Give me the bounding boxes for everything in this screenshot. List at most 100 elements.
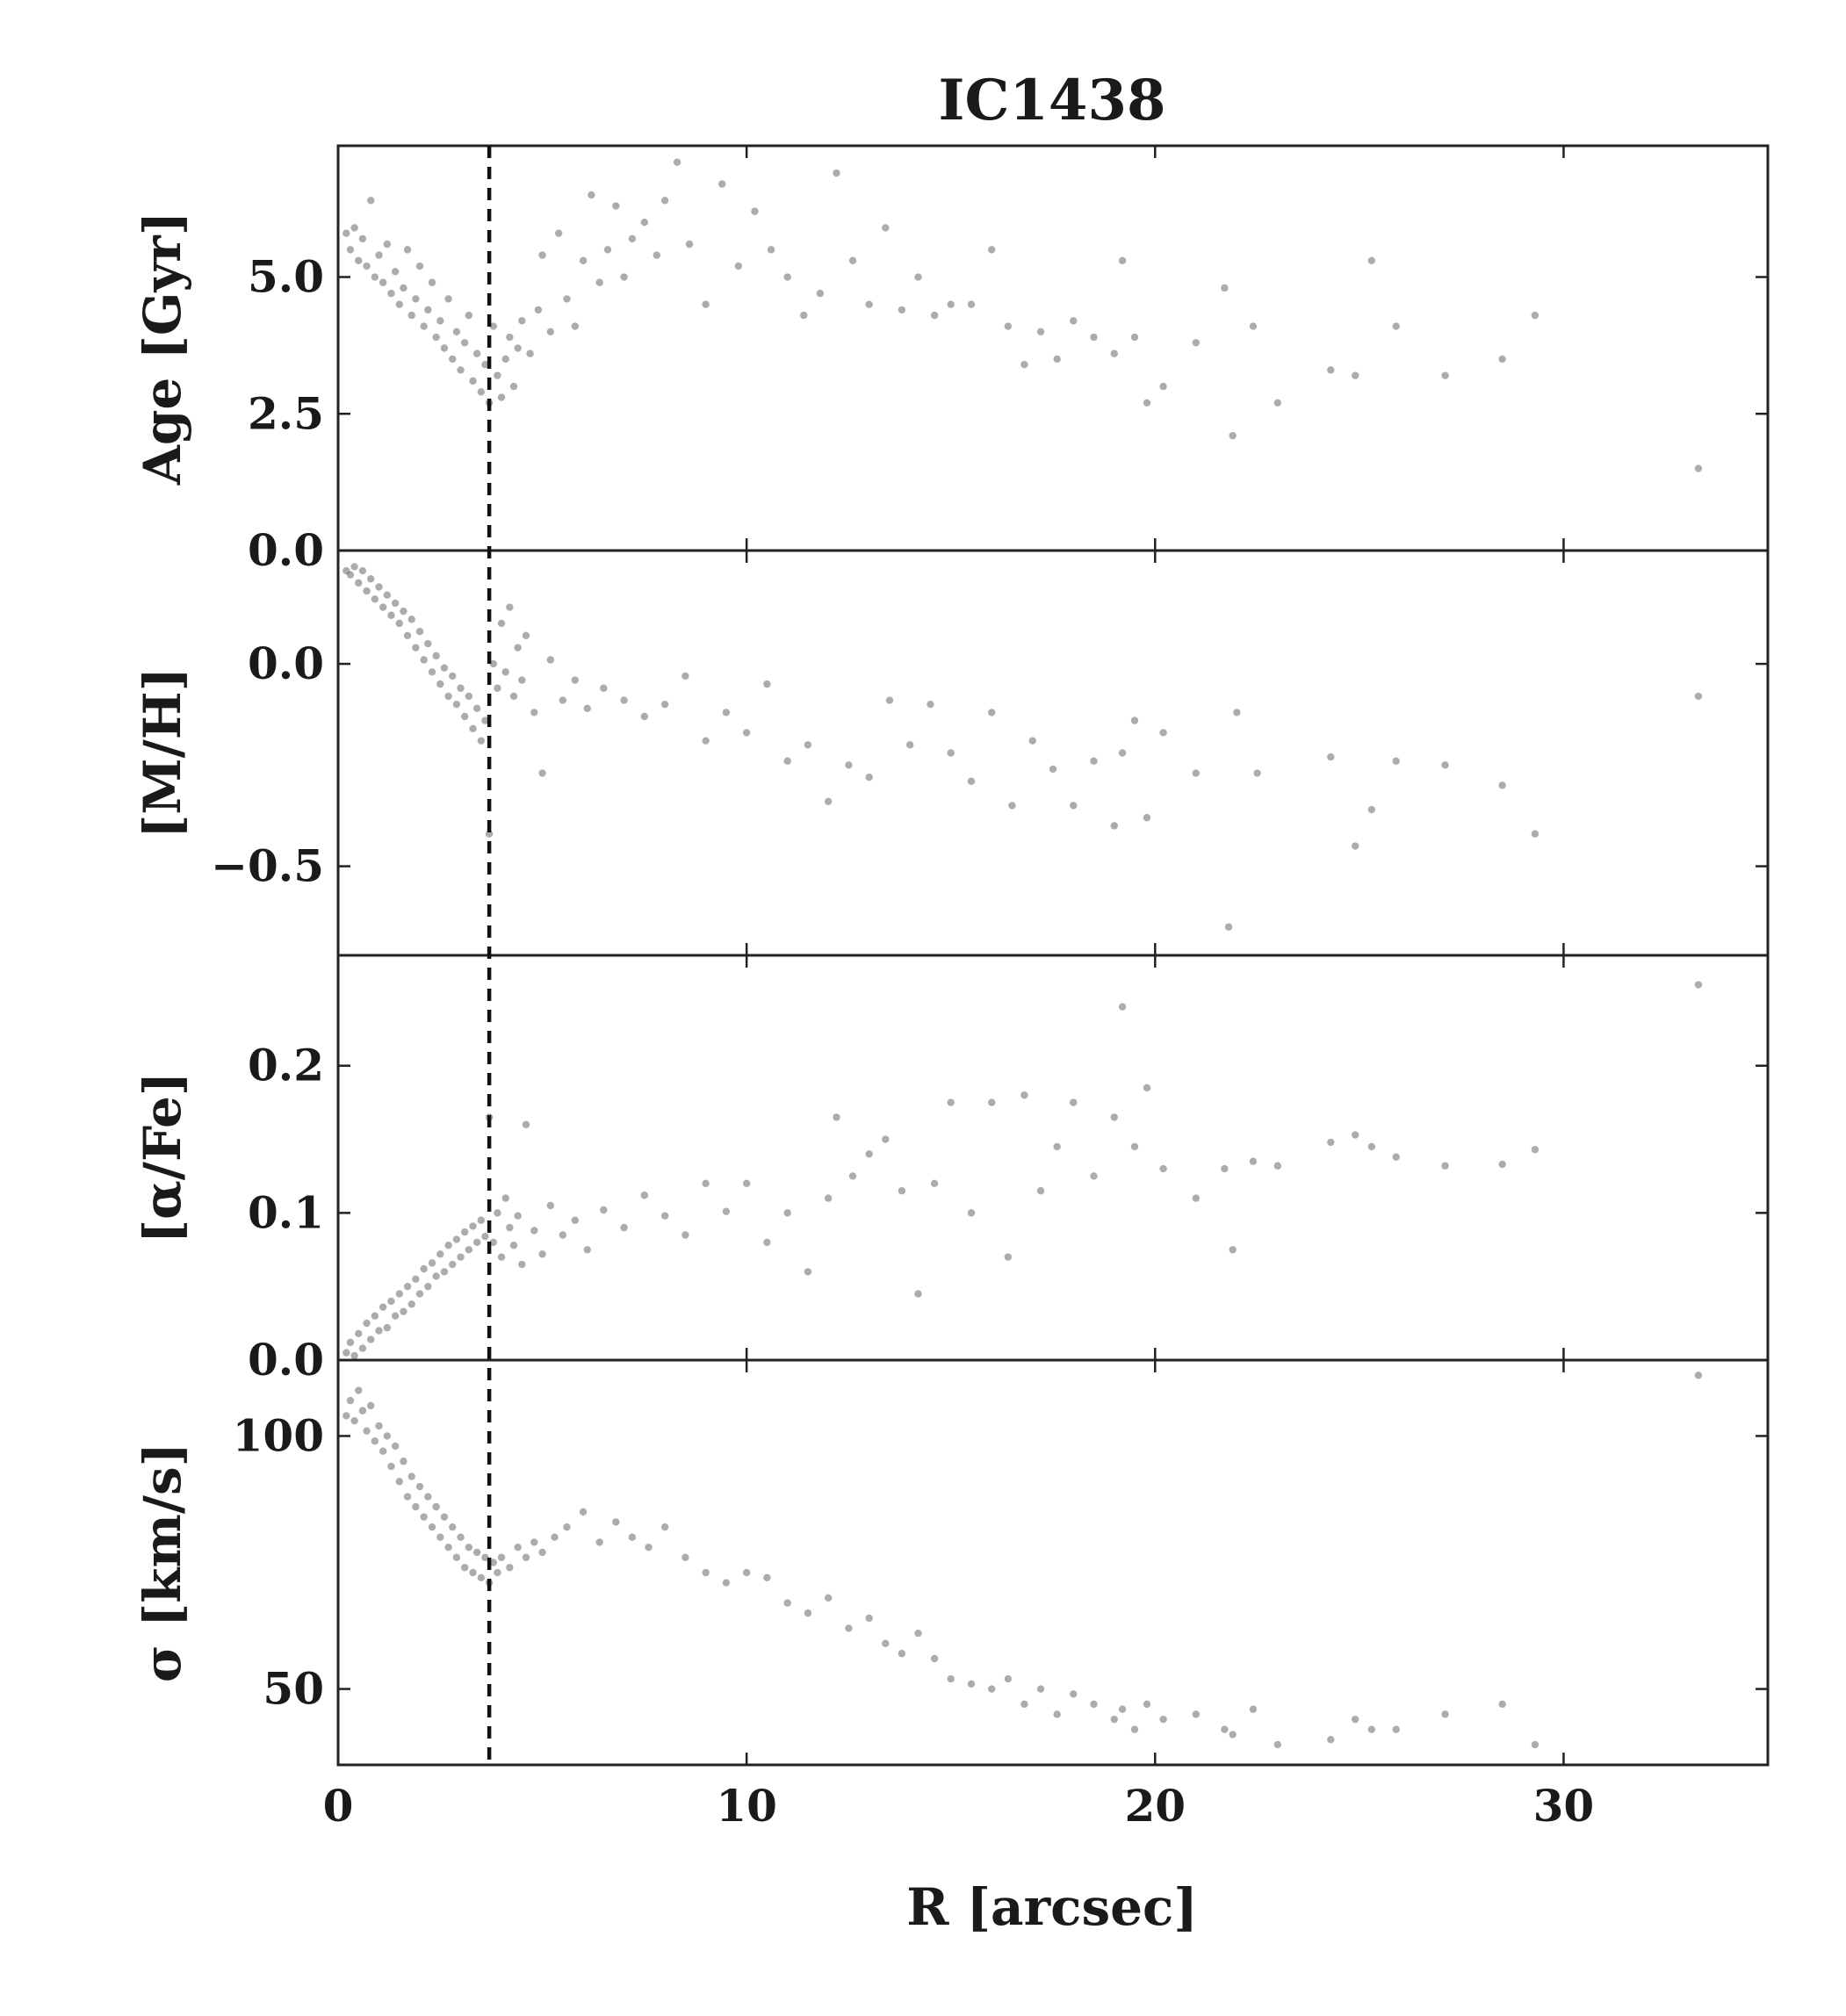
data-point-afe — [514, 1212, 522, 1220]
x-tick-label: 0 — [323, 1780, 354, 1832]
data-point-afe — [346, 1338, 355, 1347]
data-point-sigma — [350, 1416, 358, 1425]
data-point-sigma — [763, 1573, 771, 1581]
data-point-sigma — [1392, 1725, 1400, 1733]
data-point-sigma — [1367, 1725, 1376, 1733]
data-point-age — [497, 393, 506, 401]
data-point-mh — [424, 639, 432, 648]
panel-age: 0.0 2.5 5.0 Age [Gyr] — [133, 144, 1770, 576]
data-point-mh — [481, 716, 489, 724]
data-point-afe — [1441, 1162, 1449, 1170]
data-point-mh — [420, 656, 428, 664]
data-point-age — [367, 197, 375, 205]
data-point-afe — [375, 1327, 383, 1335]
data-point-mh — [824, 797, 833, 806]
data-point-age — [685, 240, 694, 248]
data-point-sigma — [420, 1513, 428, 1521]
data-point-afe — [947, 1098, 955, 1106]
data-point-age — [660, 197, 669, 205]
data-point-mh — [440, 664, 449, 672]
data-point-mh — [444, 692, 452, 701]
data-point-mh — [967, 777, 976, 785]
data-point-age — [424, 306, 432, 314]
data-point-afe — [930, 1179, 939, 1188]
data-point-sigma — [444, 1544, 452, 1552]
data-point-afe — [432, 1272, 440, 1280]
data-point-age — [465, 311, 473, 320]
data-point-sigma — [530, 1538, 538, 1546]
data-point-afe — [1392, 1153, 1400, 1161]
data-point-sigma — [497, 1553, 506, 1561]
data-point-mh — [460, 712, 469, 721]
data-point-sigma — [1004, 1674, 1013, 1683]
data-point-mh — [538, 769, 546, 777]
data-point-age — [436, 317, 444, 325]
data-point-afe — [763, 1238, 771, 1247]
data-point-mh — [1130, 716, 1139, 724]
data-point-afe — [1110, 1113, 1118, 1121]
data-point-sigma — [1531, 1740, 1540, 1749]
data-point-age — [371, 273, 379, 281]
data-point-age — [967, 300, 976, 308]
data-point-afe — [681, 1231, 689, 1239]
data-point-mh — [407, 616, 415, 623]
data-point-mh — [1118, 749, 1127, 757]
data-point-mh — [428, 668, 436, 676]
data-point-age — [1159, 382, 1167, 391]
data-point-afe — [407, 1300, 415, 1308]
data-point-age — [514, 344, 522, 352]
data-point-mh — [722, 709, 731, 716]
data-point-age — [444, 295, 452, 303]
data-point-mh — [346, 571, 355, 579]
data-point-mh — [571, 676, 579, 684]
data-point-sigma — [783, 1599, 791, 1607]
data-point-age — [628, 234, 637, 243]
data-point-sigma — [506, 1564, 514, 1572]
data-point-sigma — [1020, 1700, 1028, 1709]
data-point-sigma — [804, 1609, 812, 1617]
data-point-age — [595, 278, 603, 286]
data-point-age — [1004, 322, 1013, 330]
data-point-afe — [343, 1349, 350, 1357]
data-point-afe — [1036, 1187, 1045, 1195]
data-point-mh — [1327, 752, 1335, 761]
data-point-mh — [367, 575, 375, 583]
data-point-sigma — [579, 1508, 588, 1516]
y-tick-label-afe: 0.2 — [248, 1040, 324, 1091]
data-point-sigma — [645, 1544, 653, 1552]
data-point-age — [882, 224, 890, 232]
data-point-afe — [702, 1179, 710, 1188]
data-point-mh — [1028, 737, 1036, 745]
data-point-mh — [1110, 822, 1118, 830]
data-point-age — [718, 180, 726, 188]
data-point-sigma — [988, 1685, 996, 1693]
data-point-sigma — [1143, 1700, 1151, 1709]
data-point-sigma — [481, 1553, 489, 1561]
data-point-mh — [1367, 805, 1376, 814]
data-point-afe — [898, 1187, 906, 1195]
data-point-sigma — [489, 1559, 497, 1566]
data-point-age — [865, 300, 873, 308]
data-point-age — [800, 311, 808, 320]
data-point-mh — [1143, 814, 1151, 822]
data-point-sigma — [472, 1548, 481, 1557]
data-point-age — [988, 246, 996, 254]
data-point-mh — [1352, 842, 1359, 850]
data-point-mh — [600, 684, 608, 692]
data-point-sigma — [1221, 1725, 1229, 1733]
data-point-afe — [472, 1238, 481, 1247]
data-point-afe — [620, 1223, 628, 1232]
data-point-age — [460, 339, 469, 347]
data-point-mh — [400, 607, 407, 616]
data-point-sigma — [742, 1568, 751, 1577]
data-point-sigma — [355, 1386, 363, 1394]
data-point-age — [1130, 333, 1139, 342]
data-point-mh — [343, 566, 350, 575]
data-point-mh — [501, 668, 509, 676]
data-point-age — [1118, 256, 1127, 265]
data-point-afe — [1192, 1194, 1201, 1202]
data-point-sigma — [898, 1650, 906, 1658]
data-point-sigma — [343, 1412, 350, 1420]
y-tick-label-age: 5.0 — [248, 251, 324, 303]
data-point-afe — [452, 1235, 461, 1243]
